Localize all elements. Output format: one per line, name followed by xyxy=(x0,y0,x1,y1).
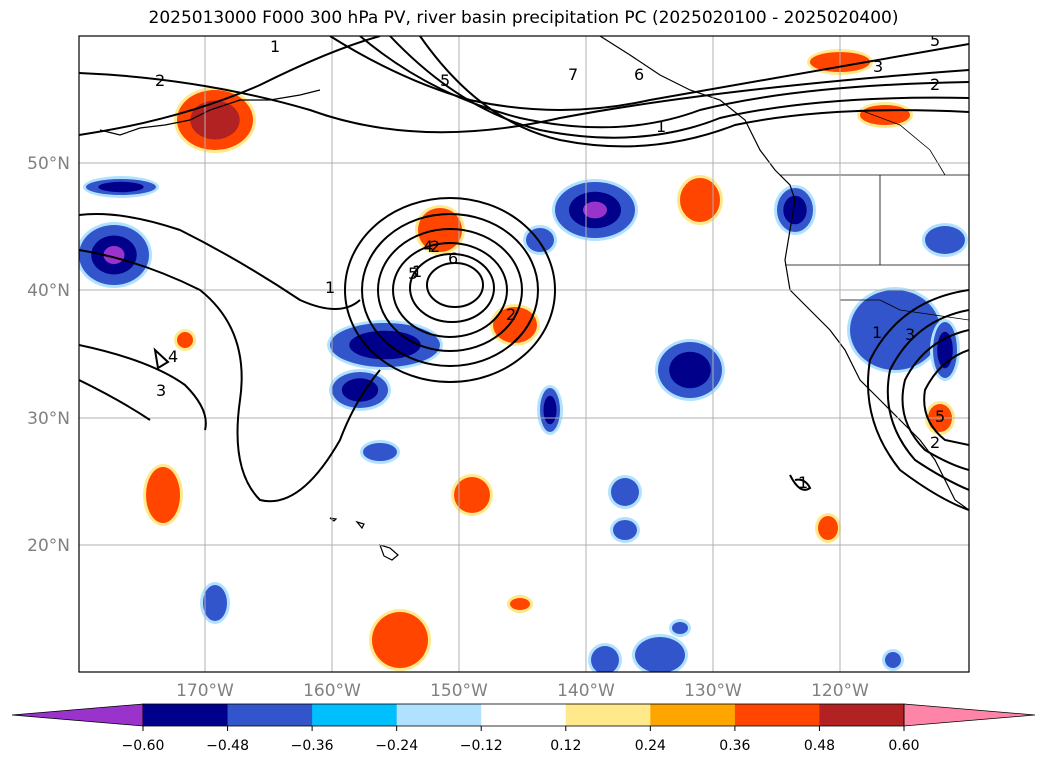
lon-label: 170°W xyxy=(176,681,234,701)
lat-label: 30°N xyxy=(27,409,70,429)
colorbar-segment xyxy=(396,704,482,726)
contour-label: 1 xyxy=(872,323,882,342)
precip-blob xyxy=(885,652,901,668)
precip-blob xyxy=(454,477,490,513)
colorbar-segment xyxy=(734,704,820,726)
precip-blob xyxy=(510,598,530,610)
contour-label: 2 xyxy=(155,71,165,90)
lat-label: 20°N xyxy=(27,536,70,556)
precip-blob xyxy=(146,467,180,523)
contour-label: 2 xyxy=(506,305,516,324)
coastlines xyxy=(99,36,969,561)
colorbar-tick-label: 0.60 xyxy=(888,738,919,754)
contour-label: 2 xyxy=(430,237,440,256)
gridlines xyxy=(79,36,969,672)
colorbar-segment xyxy=(819,704,905,726)
map-frame xyxy=(78,35,970,673)
colorbar-extend-min xyxy=(11,703,144,727)
contour-label: 1 xyxy=(325,278,335,297)
contour-label: 4 xyxy=(168,347,178,366)
contour-label: 1 xyxy=(656,117,666,136)
colorbar-tick-label: 0.12 xyxy=(550,738,581,754)
colorbar-extend-max xyxy=(903,703,1036,727)
precip-blob xyxy=(613,520,637,540)
lon-label: 120°W xyxy=(811,681,869,701)
colorbar-tick-label: −0.12 xyxy=(460,738,503,754)
colorbar-tick-label: −0.48 xyxy=(206,738,249,754)
precip-blob xyxy=(591,646,619,672)
contour-label: 6 xyxy=(634,65,644,84)
contour-label: 7 xyxy=(568,65,578,84)
lon-label: 160°W xyxy=(303,681,361,701)
lon-labels: 170°W 160°W 150°W 140°W 130°W 120°W xyxy=(176,681,869,701)
precip-blob xyxy=(680,178,720,222)
pv-contours xyxy=(79,36,969,511)
precip-blob xyxy=(493,307,537,343)
lon-label: 130°W xyxy=(684,681,742,701)
contour-label: 5 xyxy=(440,71,450,90)
contour-label: 3 xyxy=(905,325,915,344)
contour-label: 5 xyxy=(408,264,418,283)
precip-blob xyxy=(372,612,428,668)
precip-blob xyxy=(783,195,807,225)
map-title: 2025013000 F000 300 hPa PV, river basin … xyxy=(148,8,899,28)
precip-blob xyxy=(203,585,227,621)
contour-label: 4 xyxy=(423,237,433,256)
colorbar-tick-label: −0.24 xyxy=(375,738,418,754)
precip-blob xyxy=(635,637,685,672)
colorbar-tick-label: 0.48 xyxy=(804,738,835,754)
contour-label: 2 xyxy=(930,433,940,452)
contour-label: 6 xyxy=(448,249,458,268)
precip-blob xyxy=(583,201,607,219)
precip-blob xyxy=(98,181,144,193)
precip-blob xyxy=(925,226,965,254)
contour-label: 5 xyxy=(930,31,940,50)
precip-blob xyxy=(818,516,838,540)
contour-label: 1 xyxy=(270,37,280,56)
precip-blob xyxy=(850,290,940,370)
precip-blob xyxy=(349,330,421,360)
precip-blob xyxy=(543,395,557,425)
precip-blob xyxy=(177,332,193,348)
colorbar-segment xyxy=(565,704,651,726)
colorbar-tick-label: 0.36 xyxy=(719,738,750,754)
precip-blob xyxy=(669,351,711,389)
contour-label: 2 xyxy=(930,75,940,94)
precip-blob xyxy=(190,100,240,140)
map-area: 1 2 5 7 6 1 3 2 5 1 2 1 4 5 6 2 4 3 1 3 … xyxy=(79,31,969,672)
contour-label: 1 xyxy=(798,473,808,492)
colorbar-segment xyxy=(650,704,736,726)
colorbar-segment xyxy=(481,704,567,726)
lon-label: 140°W xyxy=(557,681,615,701)
precip-blob xyxy=(611,478,639,506)
contour-label: 3 xyxy=(873,57,883,76)
borders xyxy=(780,109,969,321)
colorbar-segment xyxy=(312,704,398,726)
lon-label: 150°W xyxy=(430,681,488,701)
lat-labels: 50°N 40°N 30°N 20°N xyxy=(27,154,70,556)
precip-blob xyxy=(363,443,397,461)
contour-label: 1 xyxy=(412,262,422,281)
colorbar-segment xyxy=(227,704,313,726)
colorbar-segment xyxy=(143,704,229,726)
colorbar xyxy=(11,703,1036,727)
pv-contour-labels: 1 2 5 7 6 1 3 2 5 1 2 1 4 5 6 2 4 3 1 3 … xyxy=(155,31,945,492)
colorbar-tick-label: −0.60 xyxy=(122,738,165,754)
precip-blob xyxy=(672,622,688,634)
colorbar-tick-label: 0.24 xyxy=(635,738,666,754)
lat-label: 50°N xyxy=(27,154,70,174)
lat-label: 40°N xyxy=(27,281,70,301)
contour-label: 5 xyxy=(935,407,945,426)
contour-label: 3 xyxy=(156,381,166,400)
colorbar-tick-label: −0.36 xyxy=(291,738,334,754)
colorbar-ticks: −0.60 −0.48 −0.36 −0.24 −0.12 0.12 0.24 0.36 0.4… xyxy=(122,726,920,754)
colorbar-frame xyxy=(142,703,905,727)
precip-blob xyxy=(860,105,910,125)
